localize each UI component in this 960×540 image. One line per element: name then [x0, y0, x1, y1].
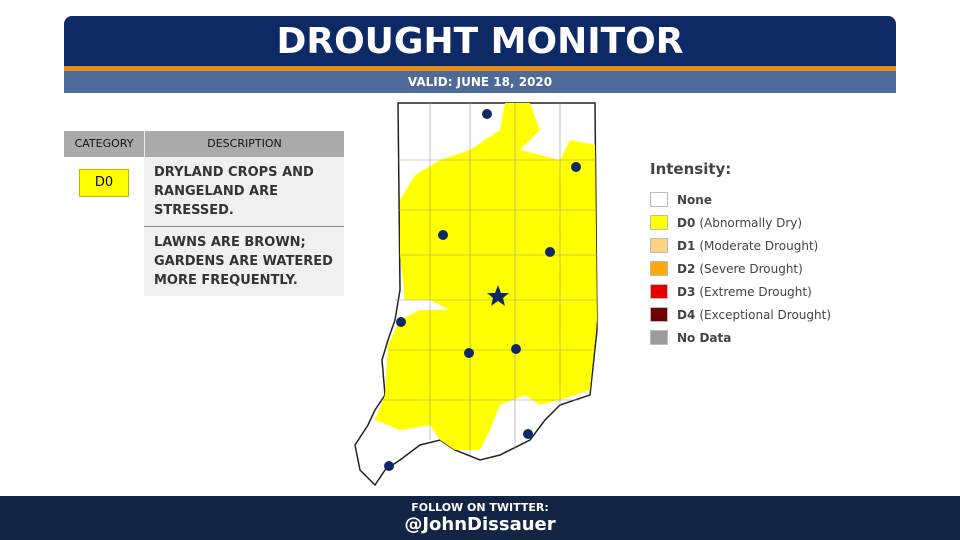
- legend-label: None: [677, 192, 712, 207]
- legend-item: D2 (Severe Drought): [650, 257, 831, 280]
- legend-swatch: [650, 238, 668, 253]
- legend-code: D2: [677, 261, 696, 276]
- city-markers: [384, 109, 581, 471]
- legend: Intensity: None D0 (Abnormally Dry) D1 (Mode…: [650, 160, 831, 349]
- legend-swatch: [650, 192, 668, 207]
- legend-item: D0 (Abnormally Dry): [650, 211, 831, 234]
- stripe: [64, 66, 896, 71]
- legend-label: (Moderate Drought): [699, 238, 819, 253]
- legend-label: (Abnormally Dry): [699, 215, 803, 230]
- header-cell: DESCRIPTION: [207, 137, 282, 150]
- legend-item: No Data: [650, 326, 831, 349]
- legend-item: D3 (Extreme Drought): [650, 280, 831, 303]
- legend-code: D1: [677, 238, 696, 253]
- table-header: CATEGORY DESCRIPTION: [64, 131, 344, 157]
- legend-label: (Exceptional Drought): [699, 307, 832, 322]
- legend-code: D0: [677, 215, 696, 230]
- legend-label: No Data: [677, 330, 732, 345]
- legend-swatch: [650, 215, 668, 230]
- category-badge: D0: [79, 169, 129, 197]
- footer-line: FOLLOW ON TWITTER:: [411, 501, 549, 514]
- legend-code: D3: [677, 284, 696, 299]
- legend-swatch: [650, 307, 668, 322]
- description: DRYLAND CROPS AND RANGELAND ARE STRESSED…: [154, 165, 314, 218]
- valid-date: VALID: JUNE 18, 2020: [64, 71, 896, 93]
- d0-area: [375, 103, 597, 450]
- legend-item: D1 (Moderate Drought): [650, 234, 831, 257]
- header-cell: CATEGORY: [64, 131, 145, 157]
- legend-item: None: [650, 188, 831, 211]
- legend-swatch: [650, 284, 668, 299]
- footer: FOLLOW ON TWITTER: @JohnDissauer: [0, 496, 960, 540]
- category-table: CATEGORY DESCRIPTION D0 DRYLAND CROPS AN…: [64, 131, 344, 296]
- legend-label: (Extreme Drought): [699, 284, 812, 299]
- legend-title: Intensity:: [650, 160, 732, 178]
- twitter-handle[interactable]: @JohnDissauer: [404, 514, 556, 535]
- legend-code: D4: [677, 307, 696, 322]
- legend-swatch: [650, 261, 668, 276]
- legend-item: D4 (Exceptional Drought): [650, 303, 831, 326]
- legend-swatch: [650, 330, 668, 345]
- description: LAWNS ARE BROWN; GARDENS ARE WATERED MOR…: [144, 226, 344, 296]
- table-row: D0 DRYLAND CROPS AND RANGELAND ARE STRES…: [64, 157, 344, 296]
- legend-label: (Severe Drought): [699, 261, 803, 276]
- title: DROUGHT MONITOR: [64, 16, 896, 66]
- county-lines: [380, 103, 597, 455]
